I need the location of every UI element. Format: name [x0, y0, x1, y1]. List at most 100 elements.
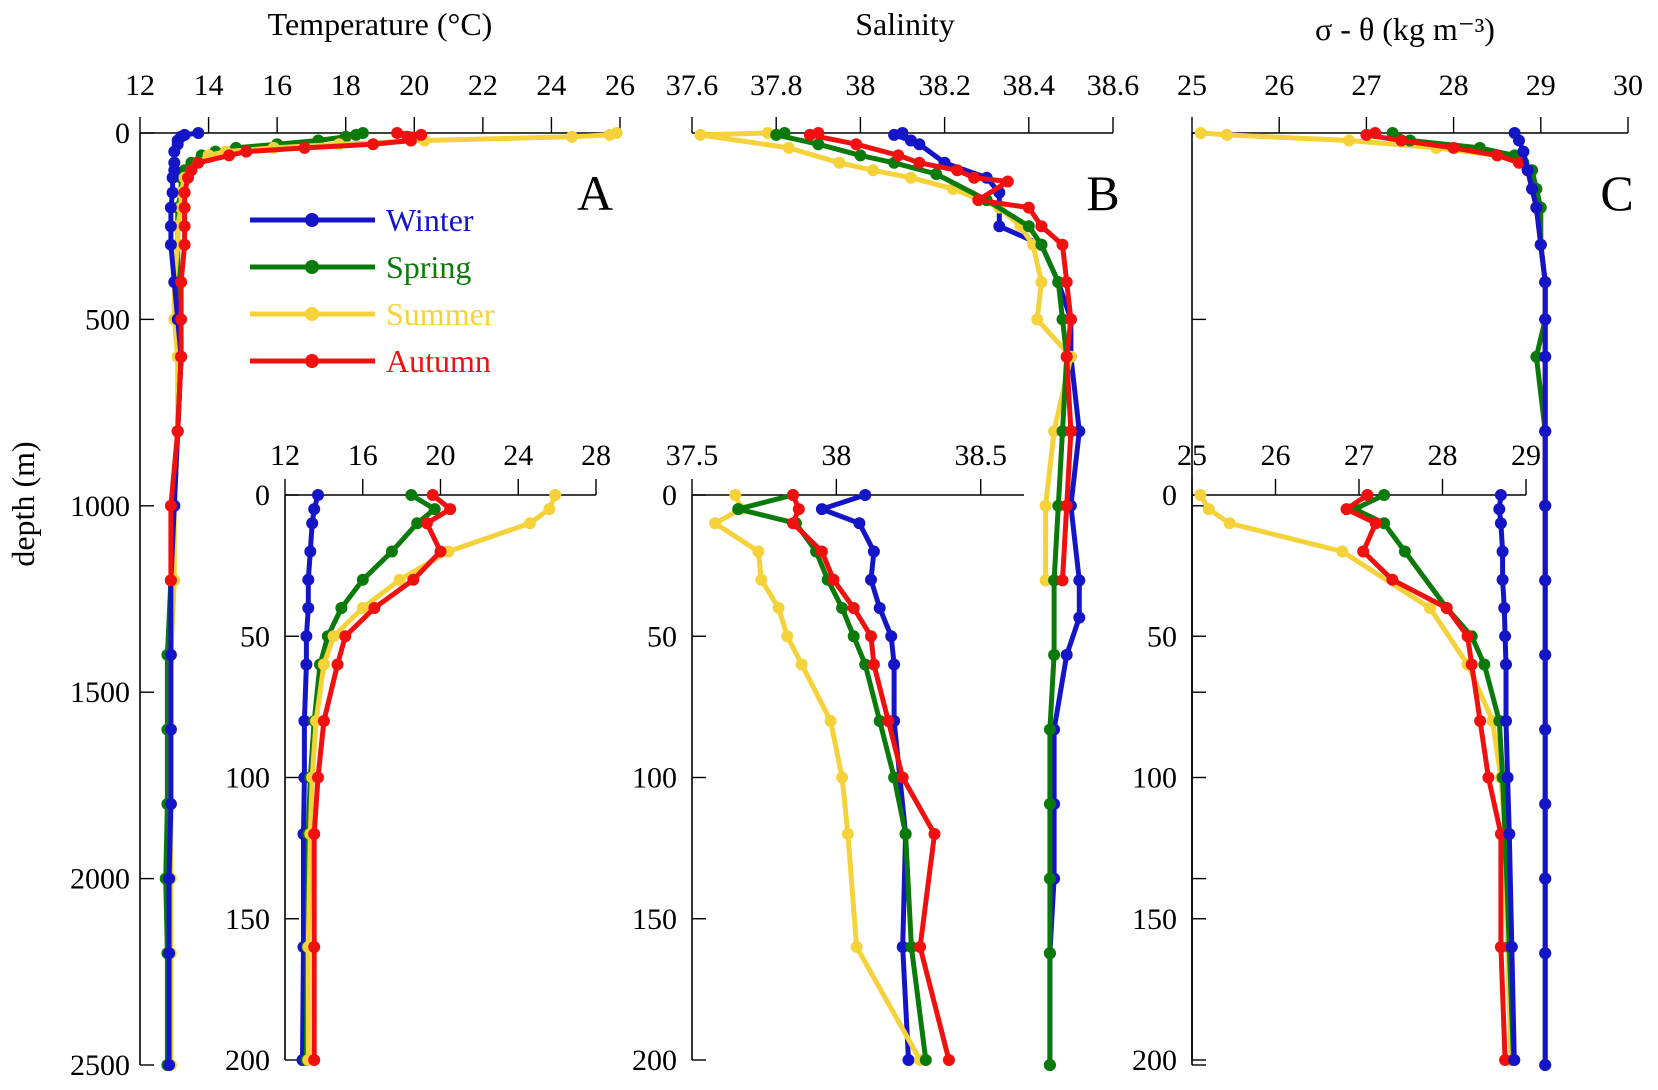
x-tick-label: 28 [1428, 439, 1458, 472]
data-point-winter [1539, 798, 1552, 810]
data-point-winter [163, 872, 176, 885]
data-point-winter [1517, 145, 1530, 158]
x-tick-label: 38.5 [954, 439, 1007, 472]
data-point-spring [1048, 648, 1061, 661]
data-point-autumn [1357, 545, 1370, 558]
data-point-spring [1043, 1059, 1056, 1071]
data-point-autumn [175, 350, 188, 363]
data-point-autumn [1499, 1054, 1512, 1066]
data-point-winter [1539, 499, 1552, 512]
data-point-winter [163, 947, 176, 960]
title-salinity: Salinity [855, 6, 955, 42]
data-point-autumn [164, 499, 177, 512]
data-point-autumn [404, 134, 417, 147]
data-point-autumn [882, 715, 895, 727]
x-tick-label: 29 [1526, 69, 1556, 102]
legend-label: Summer [386, 296, 495, 332]
data-point-winter [304, 545, 317, 558]
data-point-spring [812, 138, 825, 151]
y-tick-label: 200 [225, 1044, 270, 1077]
data-point-winter [1503, 828, 1516, 840]
legend: Winter Spring Summer Autumn [250, 202, 495, 379]
data-point-autumn [1494, 941, 1507, 953]
data-point-spring [385, 545, 398, 558]
data-point-winter [859, 489, 872, 501]
data-point-summer [694, 128, 707, 141]
x-tick-label: 26 [1261, 439, 1291, 472]
data-point-spring [1530, 350, 1543, 363]
data-point-winter [300, 630, 313, 643]
data-point-winter [885, 630, 898, 643]
data-point-summer [1220, 128, 1233, 141]
title-density: σ - θ (kg m⁻³) [1315, 11, 1495, 47]
y-tick-label: 150 [225, 903, 270, 936]
data-point-winter [192, 127, 205, 139]
data-point-winter [1539, 574, 1552, 587]
series-line-autumn [1363, 130, 1548, 583]
x-tick-label: 24 [503, 439, 533, 472]
data-point-autumn [972, 194, 985, 207]
data-point-spring [356, 573, 369, 586]
data-point-winter [902, 1054, 915, 1066]
data-point-autumn [1064, 425, 1077, 438]
data-point-winter [164, 798, 177, 810]
data-point-autumn [420, 517, 433, 530]
data-point-winter [815, 503, 828, 516]
data-point-autumn [1056, 238, 1069, 251]
panel-label-c: C [1600, 165, 1633, 221]
data-point-winter [164, 238, 177, 251]
data-point-autumn [426, 489, 439, 501]
data-point-summer [1048, 425, 1061, 438]
data-point-spring [1043, 947, 1056, 960]
series-autumn [803, 127, 1077, 587]
data-point-spring [1052, 499, 1065, 512]
data-point-autumn [896, 771, 909, 784]
data-point-winter [1073, 425, 1086, 438]
data-point-autumn [827, 573, 840, 586]
data-point-autumn [803, 128, 816, 141]
data-point-summer [1424, 602, 1436, 614]
data-point-spring [405, 489, 418, 501]
data-point-winter [1060, 648, 1073, 661]
data-point-winter [1539, 648, 1552, 661]
data-point-winter [853, 517, 866, 530]
data-point-autumn [171, 425, 184, 438]
data-point-spring [732, 503, 745, 516]
panel-4: 37.5 38 38.5 0 50 100 150 200 [632, 439, 1024, 1077]
data-point-autumn [317, 715, 330, 727]
data-point-winter [1498, 602, 1511, 614]
data-point-summer [836, 771, 849, 784]
y-tick-label: 500 [85, 303, 130, 336]
data-point-autumn [182, 171, 194, 184]
data-point-winter [867, 545, 880, 558]
data-point-spring [1056, 313, 1069, 326]
data-point-autumn [951, 164, 964, 177]
x-tick-label: 27 [1351, 69, 1381, 102]
x-tick-label: 28 [581, 439, 611, 472]
data-point-autumn [1395, 134, 1408, 147]
data-point-autumn [434, 545, 447, 558]
data-point-winter [163, 1059, 176, 1071]
data-point-winter [298, 715, 311, 727]
y-tick-label: 150 [632, 903, 677, 936]
data-point-summer [782, 141, 795, 154]
data-point-summer [1223, 517, 1236, 530]
data-point-winter [164, 723, 177, 736]
x-tick-label: 37.5 [666, 439, 719, 472]
data-point-autumn [178, 201, 191, 214]
data-point-autumn [298, 141, 311, 154]
data-point-summer [772, 602, 785, 614]
data-point-summer [603, 128, 616, 141]
legend-swatch-marker [305, 260, 319, 274]
series-winter [1493, 489, 1521, 1066]
data-point-spring [1056, 425, 1069, 438]
y-tick-label: 50 [240, 620, 270, 653]
series-line-autumn [168, 130, 424, 583]
series-summer [709, 489, 927, 1066]
data-point-spring [1043, 723, 1056, 736]
legend-swatch-marker [305, 307, 319, 321]
data-point-winter [913, 138, 926, 151]
data-point-summer [1343, 134, 1355, 147]
y-tick-label: 0 [115, 117, 130, 150]
